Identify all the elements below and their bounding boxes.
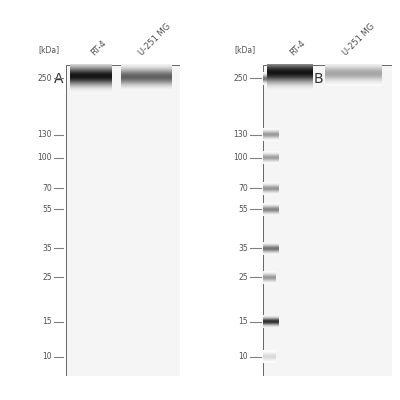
Text: 70: 70 xyxy=(238,184,248,193)
Text: 55: 55 xyxy=(42,205,52,214)
Text: 15: 15 xyxy=(238,317,248,326)
Text: 70: 70 xyxy=(42,184,52,193)
Text: 10: 10 xyxy=(238,352,248,361)
FancyBboxPatch shape xyxy=(263,66,392,376)
Text: 250: 250 xyxy=(38,74,52,83)
FancyBboxPatch shape xyxy=(66,66,180,376)
Text: B: B xyxy=(314,72,323,86)
Text: U-251 MG: U-251 MG xyxy=(137,22,172,58)
Text: 100: 100 xyxy=(38,153,52,162)
Text: 130: 130 xyxy=(38,130,52,139)
Text: RT-4: RT-4 xyxy=(90,39,108,58)
Text: 15: 15 xyxy=(42,317,52,326)
Text: 55: 55 xyxy=(238,205,248,214)
Text: 35: 35 xyxy=(238,244,248,253)
Text: 250: 250 xyxy=(233,74,248,83)
Text: RT-4: RT-4 xyxy=(288,39,307,58)
Text: 100: 100 xyxy=(233,153,248,162)
Text: [kDa]: [kDa] xyxy=(38,46,59,54)
Text: [kDa]: [kDa] xyxy=(235,46,256,54)
Text: 130: 130 xyxy=(233,130,248,139)
Text: U-251 MG: U-251 MG xyxy=(342,22,377,58)
Text: A: A xyxy=(54,72,64,86)
Text: 25: 25 xyxy=(238,273,248,282)
Text: 35: 35 xyxy=(42,244,52,253)
Text: 10: 10 xyxy=(42,352,52,361)
Text: 25: 25 xyxy=(42,273,52,282)
